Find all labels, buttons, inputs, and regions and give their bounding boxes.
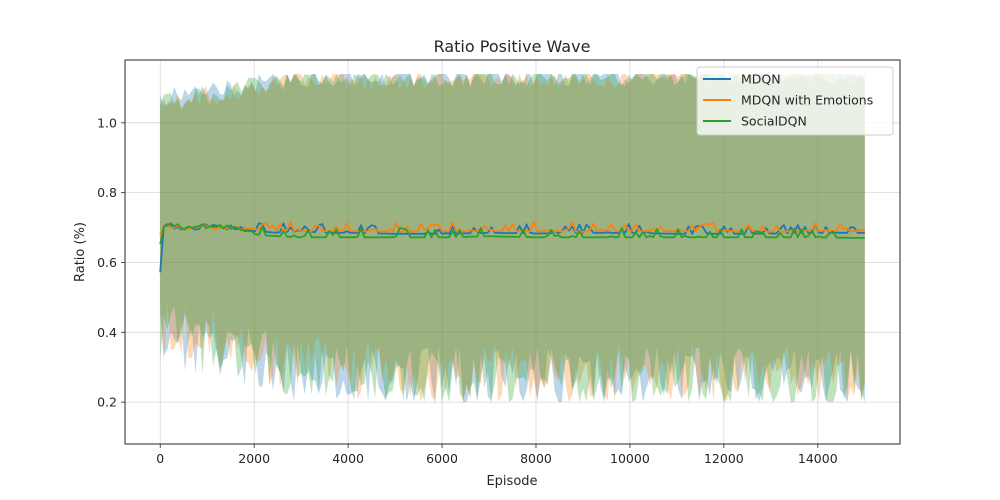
confidence-bands	[160, 74, 865, 403]
x-tick-label: 4000	[332, 451, 364, 466]
x-tick-label: 14000	[798, 451, 838, 466]
y-axis-label: Ratio (%)	[73, 222, 88, 282]
series-band	[160, 74, 865, 403]
x-tick-label: 10000	[610, 451, 650, 466]
series-line	[159, 221, 866, 236]
plot-frame	[124, 59, 901, 445]
series-band	[160, 74, 865, 403]
series-line	[159, 222, 865, 245]
x-tick-label: 0	[156, 451, 164, 466]
chart-title: Ratio Positive Wave	[434, 37, 591, 56]
x-tick-label: 6000	[426, 451, 458, 466]
x-tick-label: 8000	[520, 451, 552, 466]
legend-label: MDQN with Emotions	[741, 93, 873, 108]
y-tick-label: 0.4	[97, 325, 117, 340]
y-tick-label: 0.6	[97, 255, 117, 270]
y-tick-label: 0.2	[97, 395, 117, 410]
x-tick-label: 2000	[238, 451, 270, 466]
legend-box	[696, 66, 894, 136]
series-lines	[159, 221, 866, 273]
x-axis-label: Episode	[486, 474, 537, 489]
legend-label: MDQN	[741, 72, 781, 87]
legend-label: SocialDQN	[741, 114, 807, 129]
series-band	[160, 74, 865, 403]
x-axis-ticks: 0 2000 4000 6000 8000 10000 12000 14000	[156, 444, 838, 466]
legend: MDQN MDQN with Emotions SocialDQN	[696, 66, 894, 136]
y-tick-label: 1.0	[97, 115, 117, 130]
x-tick-label: 12000	[704, 451, 744, 466]
y-axis-ticks: 0.2 0.4 0.6 0.8 1.0	[97, 115, 125, 410]
y-tick-label: 0.8	[97, 185, 117, 200]
